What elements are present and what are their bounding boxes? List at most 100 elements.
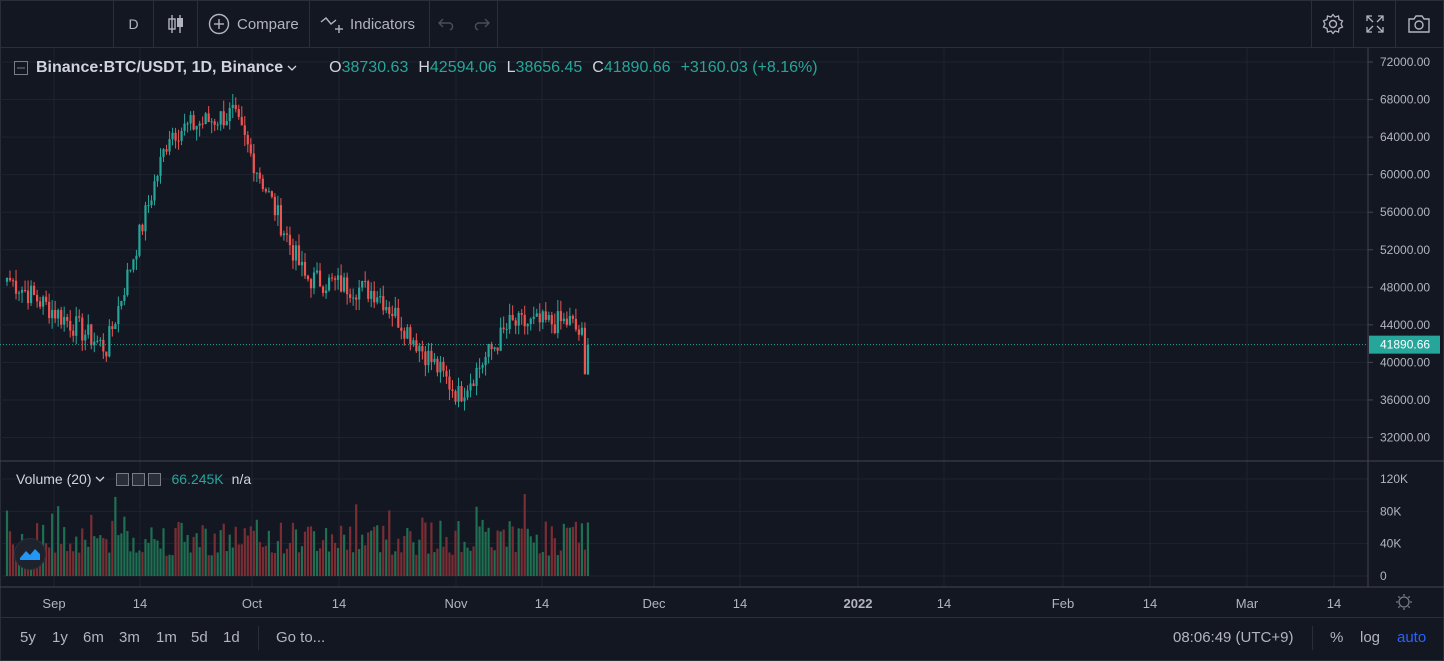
- range-1d[interactable]: 1d: [223, 629, 240, 646]
- volume-bar: [120, 533, 123, 576]
- candle-body: [186, 123, 189, 125]
- candle-body: [135, 255, 138, 260]
- last-price-badge: 41890.66: [1369, 335, 1440, 354]
- time-axis-settings-button[interactable]: [1396, 594, 1412, 610]
- volume-bar: [282, 553, 286, 576]
- candle-body: [439, 361, 442, 373]
- volume-value: 66.245K: [171, 471, 224, 487]
- snapshot-button[interactable]: [1396, 0, 1442, 48]
- redo-button[interactable]: [464, 0, 498, 48]
- gear-icon: [1322, 13, 1343, 35]
- candle-body: [358, 287, 361, 300]
- volume-bar: [484, 531, 487, 576]
- close-icon[interactable]: [148, 472, 162, 486]
- candle-body: [544, 311, 547, 320]
- undo-button[interactable]: [430, 0, 464, 48]
- interval-button[interactable]: D: [114, 0, 154, 48]
- volume-bar: [114, 496, 117, 576]
- volume-axis[interactable]: 120K 80K 40K 0: [1380, 472, 1408, 583]
- volume-bar: [189, 552, 192, 576]
- volume-bar: [90, 514, 93, 576]
- volume-bar: [397, 538, 400, 576]
- settings-icon[interactable]: [132, 472, 146, 486]
- candle-body: [177, 140, 180, 142]
- time-tick-label: 14: [133, 596, 147, 611]
- volume-bar: [553, 538, 556, 576]
- range-1m[interactable]: 1m: [156, 629, 177, 646]
- volume-bar: [571, 526, 574, 576]
- candle-body: [312, 272, 316, 289]
- volume-bar: [180, 522, 183, 576]
- chevron-down-icon[interactable]: [95, 475, 105, 483]
- candle-body: [496, 347, 499, 351]
- volume-bar: [231, 547, 234, 576]
- volume-bars: [5, 494, 590, 576]
- tradingview-logo[interactable]: [14, 538, 46, 570]
- goto-button[interactable]: Go to...: [276, 629, 326, 646]
- log-toggle[interactable]: log: [1360, 629, 1381, 646]
- candle-body: [249, 144, 252, 154]
- volume-bar: [409, 531, 412, 576]
- price-axis[interactable]: 72000.00 68000.00 64000.00 60000.00 56000.00…: [1368, 55, 1430, 445]
- symbol-legend: Binance:BTC/USDT, 1D, Binance O 38730.63 …: [14, 58, 818, 78]
- indicators-button[interactable]: Indicators: [310, 0, 430, 48]
- volume-title[interactable]: Volume (20): [16, 471, 92, 487]
- settings-button[interactable]: [1312, 0, 1354, 48]
- candle-body: [451, 389, 454, 392]
- time-axis[interactable]: Sep 14 Oct 14 Nov 14 Dec 14 2022 14 Feb 14 Mar 14: [42, 596, 1341, 611]
- compare-button[interactable]: Compare: [198, 0, 310, 48]
- candle-body: [586, 344, 590, 375]
- percent-toggle[interactable]: %: [1330, 629, 1344, 646]
- chart-type-button[interactable]: [154, 0, 198, 48]
- volume-bar: [207, 555, 210, 576]
- candle-body: [108, 326, 111, 357]
- candle-body: [433, 358, 436, 363]
- volume-bar: [412, 542, 415, 576]
- volume-bar: [66, 551, 69, 576]
- indicators-label: Indicators: [350, 15, 416, 33]
- auto-toggle[interactable]: auto: [1397, 629, 1427, 646]
- chevron-down-icon[interactable]: [287, 64, 297, 72]
- candle-body: [48, 301, 51, 319]
- volume-bar: [75, 536, 78, 576]
- candle-body: [436, 358, 439, 373]
- clock[interactable]: 08:06:49 (UTC+9): [1173, 629, 1294, 646]
- volume-bar: [385, 539, 388, 576]
- candle-body: [535, 313, 538, 317]
- volume-bar: [276, 541, 279, 576]
- range-3m[interactable]: 3m: [119, 629, 140, 646]
- time-tick-label: 14: [535, 596, 549, 611]
- volume-bar: [475, 506, 478, 576]
- volume-bar: [556, 555, 559, 576]
- volume-bar: [370, 530, 373, 576]
- compare-label: Compare: [237, 15, 299, 33]
- candle-body: [523, 314, 526, 327]
- price-tick-label: 64000.00: [1380, 130, 1430, 144]
- volume-bar: [472, 546, 475, 576]
- range-6m[interactable]: 6m: [83, 629, 104, 646]
- fullscreen-button[interactable]: [1354, 0, 1396, 48]
- candle-body: [32, 285, 36, 295]
- volume-bar: [388, 510, 391, 576]
- price-tick-label: 44000.00: [1380, 318, 1430, 332]
- candle-body: [514, 320, 517, 326]
- candle-body: [54, 309, 57, 319]
- price-tick-label: 52000.00: [1380, 243, 1430, 257]
- volume-bar: [294, 529, 298, 576]
- time-tick-label: Oct: [242, 596, 263, 611]
- volume-tick-label: 0: [1380, 569, 1387, 583]
- range-5d[interactable]: 5d: [191, 629, 208, 646]
- symbol-title[interactable]: Binance:BTC/USDT, 1D, Binance: [36, 59, 284, 76]
- candle-body: [346, 277, 349, 295]
- collapse-icon[interactable]: [14, 61, 28, 75]
- volume-bar: [177, 521, 180, 576]
- candle-body: [427, 350, 430, 366]
- range-5y[interactable]: 5y: [20, 629, 36, 646]
- candle-body: [23, 289, 27, 291]
- candle-body: [574, 318, 577, 330]
- candle-body: [466, 390, 469, 398]
- range-1y[interactable]: 1y: [52, 629, 68, 646]
- volume-bar: [330, 534, 334, 576]
- visibility-icon[interactable]: [116, 472, 130, 486]
